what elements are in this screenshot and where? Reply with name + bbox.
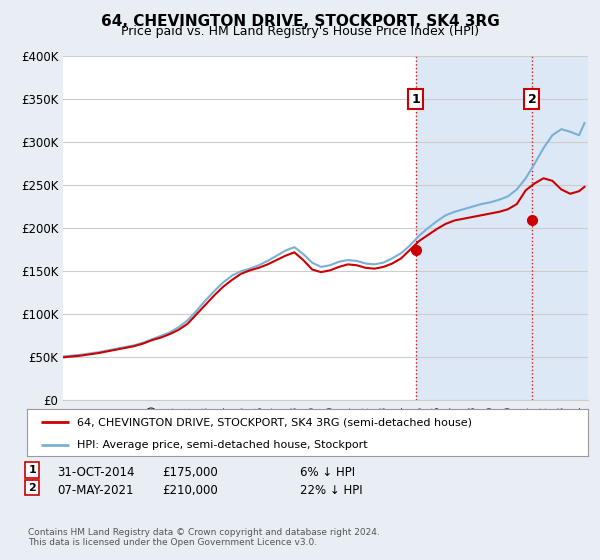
Text: £175,000: £175,000 [162,466,218,479]
Text: 64, CHEVINGTON DRIVE, STOCKPORT, SK4 3RG (semi-detached house): 64, CHEVINGTON DRIVE, STOCKPORT, SK4 3RG… [77,417,472,427]
Bar [416,56,597,400]
Text: 64, CHEVINGTON DRIVE, STOCKPORT, SK4 3RG: 64, CHEVINGTON DRIVE, STOCKPORT, SK4 3RG [101,14,499,29]
Text: Price paid vs. HM Land Registry's House Price Index (HPI): Price paid vs. HM Land Registry's House … [121,25,479,38]
Text: £210,000: £210,000 [162,484,218,497]
Text: 31-OCT-2014: 31-OCT-2014 [57,466,134,479]
Text: 07-MAY-2021: 07-MAY-2021 [57,484,133,497]
Text: 1: 1 [412,92,420,105]
Text: 2: 2 [527,92,536,105]
Text: Contains HM Land Registry data © Crown copyright and database right 2024.
This d: Contains HM Land Registry data © Crown c… [28,528,380,547]
Text: HPI: Average price, semi-detached house, Stockport: HPI: Average price, semi-detached house,… [77,440,368,450]
Text: 22% ↓ HPI: 22% ↓ HPI [300,484,362,497]
Text: 6% ↓ HPI: 6% ↓ HPI [300,466,355,479]
Text: 1: 1 [28,465,36,475]
Text: 2: 2 [28,483,36,493]
